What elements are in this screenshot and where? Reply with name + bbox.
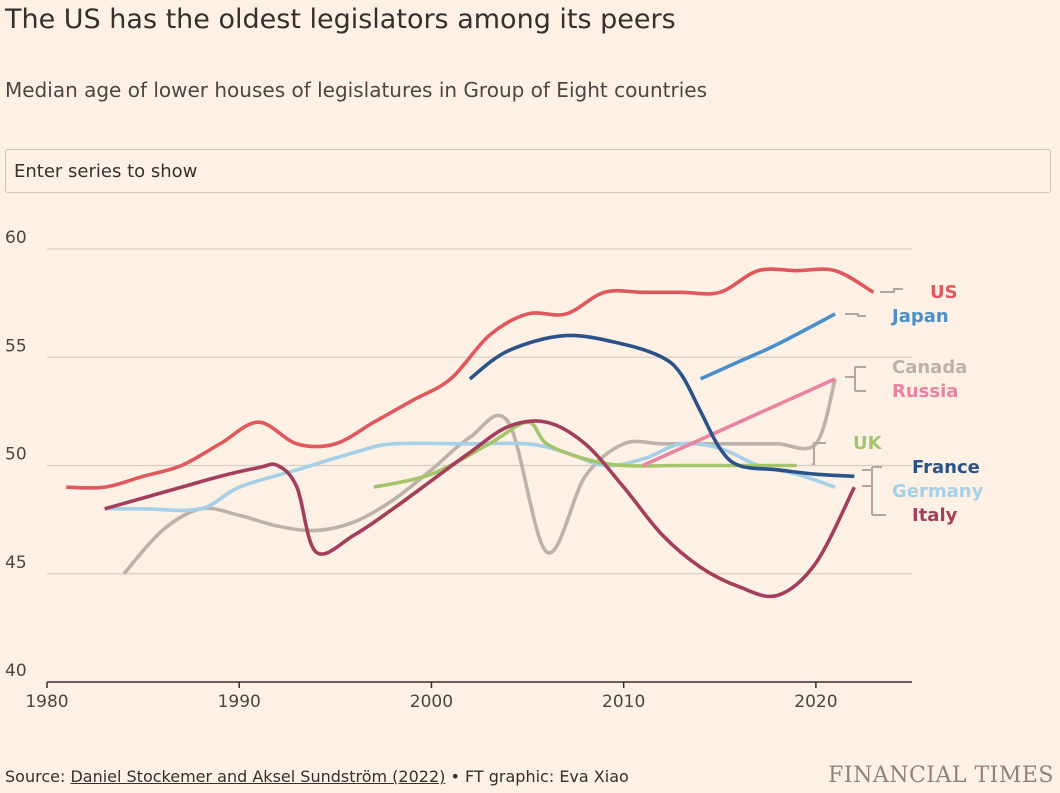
series-line-canada bbox=[122, 378, 837, 575]
source-link[interactable]: Daniel Stockemer and Aksel Sundström (20… bbox=[70, 767, 446, 786]
source-prefix: Source: bbox=[5, 767, 71, 786]
leader-line-france-germany-italy bbox=[862, 466, 886, 516]
series-label-italy: Italy bbox=[912, 505, 958, 526]
series-line-us bbox=[66, 267, 875, 490]
x-tick-label: 2000 bbox=[410, 692, 453, 712]
series-search-input[interactable] bbox=[5, 149, 1051, 193]
series-line-japan bbox=[699, 312, 836, 381]
series-label-canada: Canada bbox=[892, 357, 967, 378]
leader-line-uk bbox=[812, 442, 826, 465]
x-tick-label: 1990 bbox=[218, 692, 261, 712]
y-tick-label: 40 bbox=[5, 661, 27, 681]
series-label-japan: Japan bbox=[890, 306, 949, 327]
leader-line-canada-russia bbox=[845, 366, 866, 392]
series-label-russia: Russia bbox=[892, 381, 958, 402]
x-tick-label: 1980 bbox=[25, 692, 68, 712]
series-label-uk: UK bbox=[853, 433, 883, 454]
series-line-italy bbox=[104, 419, 856, 599]
series-label-france: France bbox=[912, 457, 980, 478]
y-tick-label: 50 bbox=[5, 445, 27, 465]
y-tick-label: 45 bbox=[5, 553, 27, 573]
x-tick-label: 2010 bbox=[602, 692, 645, 712]
ft-brand-logo: FINANCIAL TIMES bbox=[828, 763, 1054, 788]
y-tick-label: 60 bbox=[5, 228, 27, 248]
series-line-russia bbox=[642, 377, 836, 468]
x-tick-label: 2020 bbox=[794, 692, 837, 712]
series-line-france bbox=[468, 333, 855, 479]
chart-subtitle: Median age of lower houses of legislatur… bbox=[5, 78, 708, 102]
chart-title: The US has the oldest legislators among … bbox=[5, 4, 676, 35]
series-label-us: US bbox=[930, 282, 958, 303]
leader-line-japan bbox=[845, 313, 866, 317]
y-tick-label: 55 bbox=[5, 336, 27, 356]
graphic-credit: • FT graphic: Eva Xiao bbox=[445, 767, 629, 786]
series-line-germany bbox=[104, 441, 836, 513]
source-footer: Source: Daniel Stockemer and Aksel Sunds… bbox=[5, 767, 629, 786]
series-label-germany: Germany bbox=[892, 481, 984, 502]
leader-line-us bbox=[880, 288, 903, 293]
